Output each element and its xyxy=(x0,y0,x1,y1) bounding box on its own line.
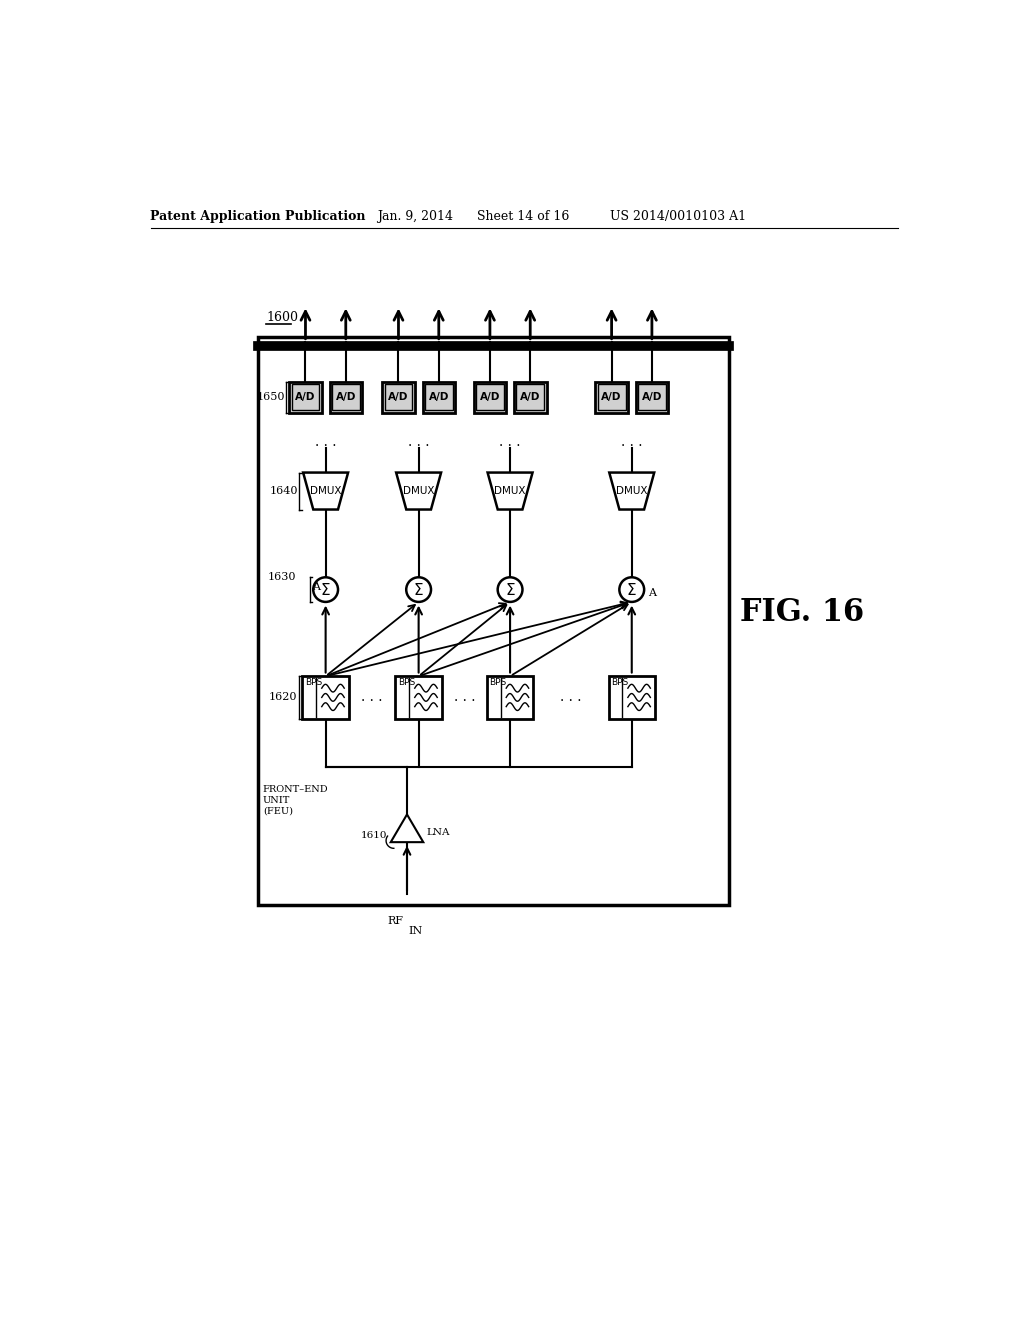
Text: Sheet 14 of 16: Sheet 14 of 16 xyxy=(477,210,569,223)
Polygon shape xyxy=(609,473,654,510)
Text: 1610: 1610 xyxy=(361,832,388,841)
Text: BPS: BPS xyxy=(611,678,628,686)
Bar xyxy=(302,676,349,718)
Polygon shape xyxy=(487,473,532,510)
Circle shape xyxy=(620,577,644,602)
Text: 1600: 1600 xyxy=(266,312,298,325)
Text: . . .: . . . xyxy=(454,690,475,705)
Text: A: A xyxy=(311,582,319,591)
Circle shape xyxy=(407,577,431,602)
Text: . . .: . . . xyxy=(560,690,582,705)
Text: . . .: . . . xyxy=(314,434,336,449)
Text: DMUX: DMUX xyxy=(402,486,434,496)
Bar xyxy=(595,381,628,412)
Text: A/D: A/D xyxy=(388,392,409,403)
Text: . . .: . . . xyxy=(361,690,383,705)
Text: . . .: . . . xyxy=(408,434,429,449)
Text: DMUX: DMUX xyxy=(495,486,526,496)
Text: FRONT–END: FRONT–END xyxy=(263,785,329,795)
Text: IN: IN xyxy=(409,925,423,936)
Circle shape xyxy=(498,577,522,602)
Text: . . .: . . . xyxy=(621,434,642,449)
Text: RF: RF xyxy=(388,916,403,925)
Text: A/D: A/D xyxy=(479,392,500,403)
Text: $\Sigma$: $\Sigma$ xyxy=(414,582,424,598)
Text: DMUX: DMUX xyxy=(310,486,341,496)
Text: BPS: BPS xyxy=(305,678,322,686)
Text: $\Sigma$: $\Sigma$ xyxy=(505,582,515,598)
Bar xyxy=(382,381,415,412)
Text: 1650: 1650 xyxy=(257,392,286,403)
Bar xyxy=(423,381,455,412)
Bar xyxy=(598,384,626,411)
Bar xyxy=(332,384,359,411)
Polygon shape xyxy=(396,473,441,510)
Text: A/D: A/D xyxy=(336,392,356,403)
Bar xyxy=(289,381,322,412)
Bar xyxy=(608,676,655,718)
Text: A/D: A/D xyxy=(520,392,541,403)
Text: A: A xyxy=(648,589,656,598)
Bar xyxy=(474,381,506,412)
Bar xyxy=(258,337,729,906)
Text: . . .: . . . xyxy=(500,434,521,449)
Text: US 2014/0010103 A1: US 2014/0010103 A1 xyxy=(610,210,746,223)
Bar xyxy=(486,676,534,718)
Text: 1640: 1640 xyxy=(270,486,299,496)
Circle shape xyxy=(313,577,338,602)
Text: UNIT: UNIT xyxy=(263,796,290,805)
Text: 1630: 1630 xyxy=(267,573,296,582)
Text: $\Sigma$: $\Sigma$ xyxy=(321,582,331,598)
Text: Patent Application Publication: Patent Application Publication xyxy=(151,210,366,223)
Text: A/D: A/D xyxy=(295,392,315,403)
Polygon shape xyxy=(303,473,348,510)
Text: $\Sigma$: $\Sigma$ xyxy=(627,582,637,598)
Text: 1620: 1620 xyxy=(268,693,297,702)
Bar xyxy=(385,384,413,411)
Bar xyxy=(514,381,547,412)
Text: A/D: A/D xyxy=(642,392,663,403)
Text: A/D: A/D xyxy=(429,392,449,403)
Text: FIG. 16: FIG. 16 xyxy=(740,597,864,628)
Polygon shape xyxy=(391,814,423,842)
Text: DMUX: DMUX xyxy=(616,486,647,496)
Bar xyxy=(292,384,319,411)
Text: LNA: LNA xyxy=(426,828,450,837)
Bar xyxy=(425,384,453,411)
Bar xyxy=(638,384,666,411)
Bar xyxy=(395,676,442,718)
Text: (FEU): (FEU) xyxy=(263,807,293,816)
Bar xyxy=(330,381,362,412)
Text: BPS: BPS xyxy=(397,678,415,686)
Bar xyxy=(476,384,504,411)
Text: BPS: BPS xyxy=(489,678,507,686)
Text: A/D: A/D xyxy=(601,392,622,403)
Bar xyxy=(636,381,669,412)
Text: Jan. 9, 2014: Jan. 9, 2014 xyxy=(377,210,453,223)
Bar xyxy=(516,384,544,411)
